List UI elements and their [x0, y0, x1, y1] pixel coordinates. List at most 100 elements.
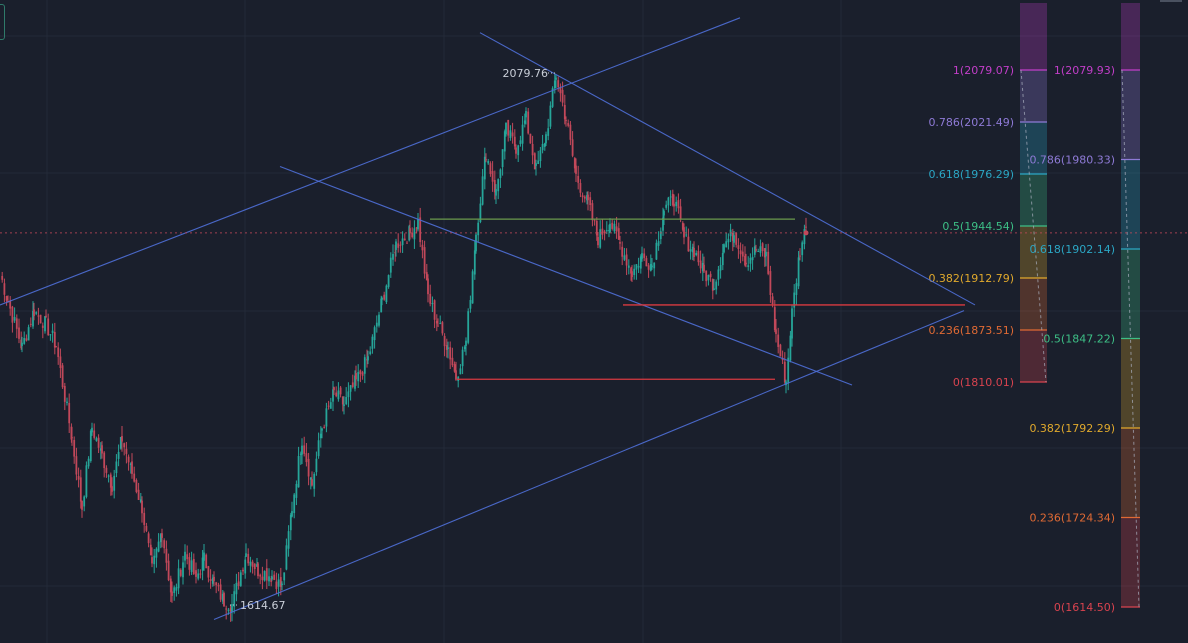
- candle-body: [35, 312, 38, 314]
- candle-body: [285, 545, 288, 570]
- current-price-marker: [803, 230, 809, 236]
- candle-body: [639, 256, 642, 269]
- candle-body: [525, 111, 527, 118]
- candle-body: [727, 238, 730, 243]
- candle-body: [513, 136, 516, 147]
- candle-body: [317, 440, 320, 457]
- candle-body: [613, 223, 616, 232]
- candle-body: [366, 359, 368, 361]
- fib-zone: [1121, 338, 1140, 428]
- candle-body: [675, 201, 678, 207]
- candle-body: [283, 572, 286, 581]
- ascending-lower-line[interactable]: [213, 310, 965, 621]
- candle-body: [433, 300, 436, 320]
- candle-body: [719, 265, 722, 271]
- candle-body: [97, 437, 100, 448]
- candle-body: [523, 120, 526, 124]
- drawing-tools[interactable]: [0, 17, 1188, 621]
- candle-body: [66, 401, 68, 403]
- candle-body: [251, 561, 254, 567]
- side-toolbar-toggle[interactable]: [0, 4, 5, 40]
- candle-body: [759, 246, 762, 253]
- candle-body: [547, 128, 550, 136]
- candle-body: [57, 347, 60, 358]
- candle-body: [521, 124, 524, 144]
- fib-trend-line: [1020, 69, 1047, 383]
- candle-body: [89, 430, 92, 462]
- candle-body: [425, 272, 428, 281]
- fib-retracement-group[interactable]: 1(2079.07) 0.786(2021.49) 0.618(1976.29) 0.…: [928, 3, 1140, 614]
- candle-body: [707, 275, 710, 281]
- fib-level-label: 0.236(1724.34): [1029, 512, 1115, 525]
- candle-body: [329, 402, 332, 409]
- candle-body: [39, 314, 42, 324]
- candle-body: [380, 298, 383, 313]
- candle-body: [49, 334, 52, 336]
- candle-body: [83, 496, 86, 507]
- candle-body: [617, 228, 620, 240]
- fib-level-label: 0(1614.50): [1054, 601, 1115, 614]
- candle-body: [477, 222, 480, 236]
- candle-body: [303, 445, 306, 454]
- candle-body: [21, 342, 23, 347]
- candle-body: [541, 143, 544, 151]
- candle-body: [184, 551, 186, 561]
- candle-body: [553, 80, 556, 89]
- candle-body: [669, 196, 672, 198]
- candle-body: [249, 561, 252, 566]
- candle-body: [797, 257, 800, 287]
- candle-body: [41, 325, 44, 328]
- candle-body: [739, 250, 742, 255]
- candle-body: [175, 587, 178, 591]
- candle-body: [761, 243, 764, 252]
- candle-body: [270, 578, 273, 582]
- candle-body: [281, 583, 283, 586]
- candle-body: [239, 572, 242, 586]
- ascending-upper-line[interactable]: [0, 17, 741, 306]
- candle-body: [533, 153, 536, 170]
- candle-body: [507, 119, 510, 136]
- window-control[interactable]: [1160, 0, 1182, 2]
- candle-body: [341, 396, 344, 405]
- candle-body: [332, 389, 334, 402]
- candle-body: [535, 163, 537, 166]
- fib-zone: [1020, 226, 1047, 278]
- candle-body: [127, 456, 130, 463]
- candle-body: [703, 264, 705, 272]
- candle-body: [161, 533, 163, 538]
- candle-body: [169, 578, 172, 593]
- candle-body: [429, 293, 432, 304]
- candle-body: [357, 372, 360, 382]
- candle-body: [186, 554, 189, 560]
- candle-body: [203, 552, 205, 561]
- candle-body: [481, 176, 484, 205]
- candle-body: [395, 241, 397, 250]
- fib-level-label: 0(1810.01): [953, 376, 1014, 389]
- candle-body: [437, 325, 439, 327]
- candle-body: [611, 222, 614, 229]
- candle-body: [586, 195, 588, 201]
- candle-body: [299, 453, 302, 455]
- candle-body: [787, 357, 790, 384]
- candle-body: [511, 132, 514, 137]
- descending-mid-line[interactable]: [279, 166, 853, 386]
- candle-body: [399, 244, 402, 246]
- candle-body: [495, 189, 497, 196]
- candle-body: [197, 573, 200, 579]
- candle-body: [625, 254, 628, 266]
- descending-upper-line[interactable]: [479, 32, 976, 306]
- candle-body: [335, 392, 338, 397]
- fib-zone: [1121, 70, 1140, 160]
- candle-body: [321, 428, 323, 431]
- candle-body: [749, 257, 752, 264]
- candle-body: [645, 258, 648, 267]
- candle-body: [537, 160, 540, 165]
- candle-body: [449, 347, 452, 360]
- candle-body: [515, 147, 517, 154]
- candle-body: [327, 405, 330, 407]
- candle-body: [615, 226, 618, 232]
- candle-body: [549, 105, 552, 127]
- candle-body: [608, 230, 610, 232]
